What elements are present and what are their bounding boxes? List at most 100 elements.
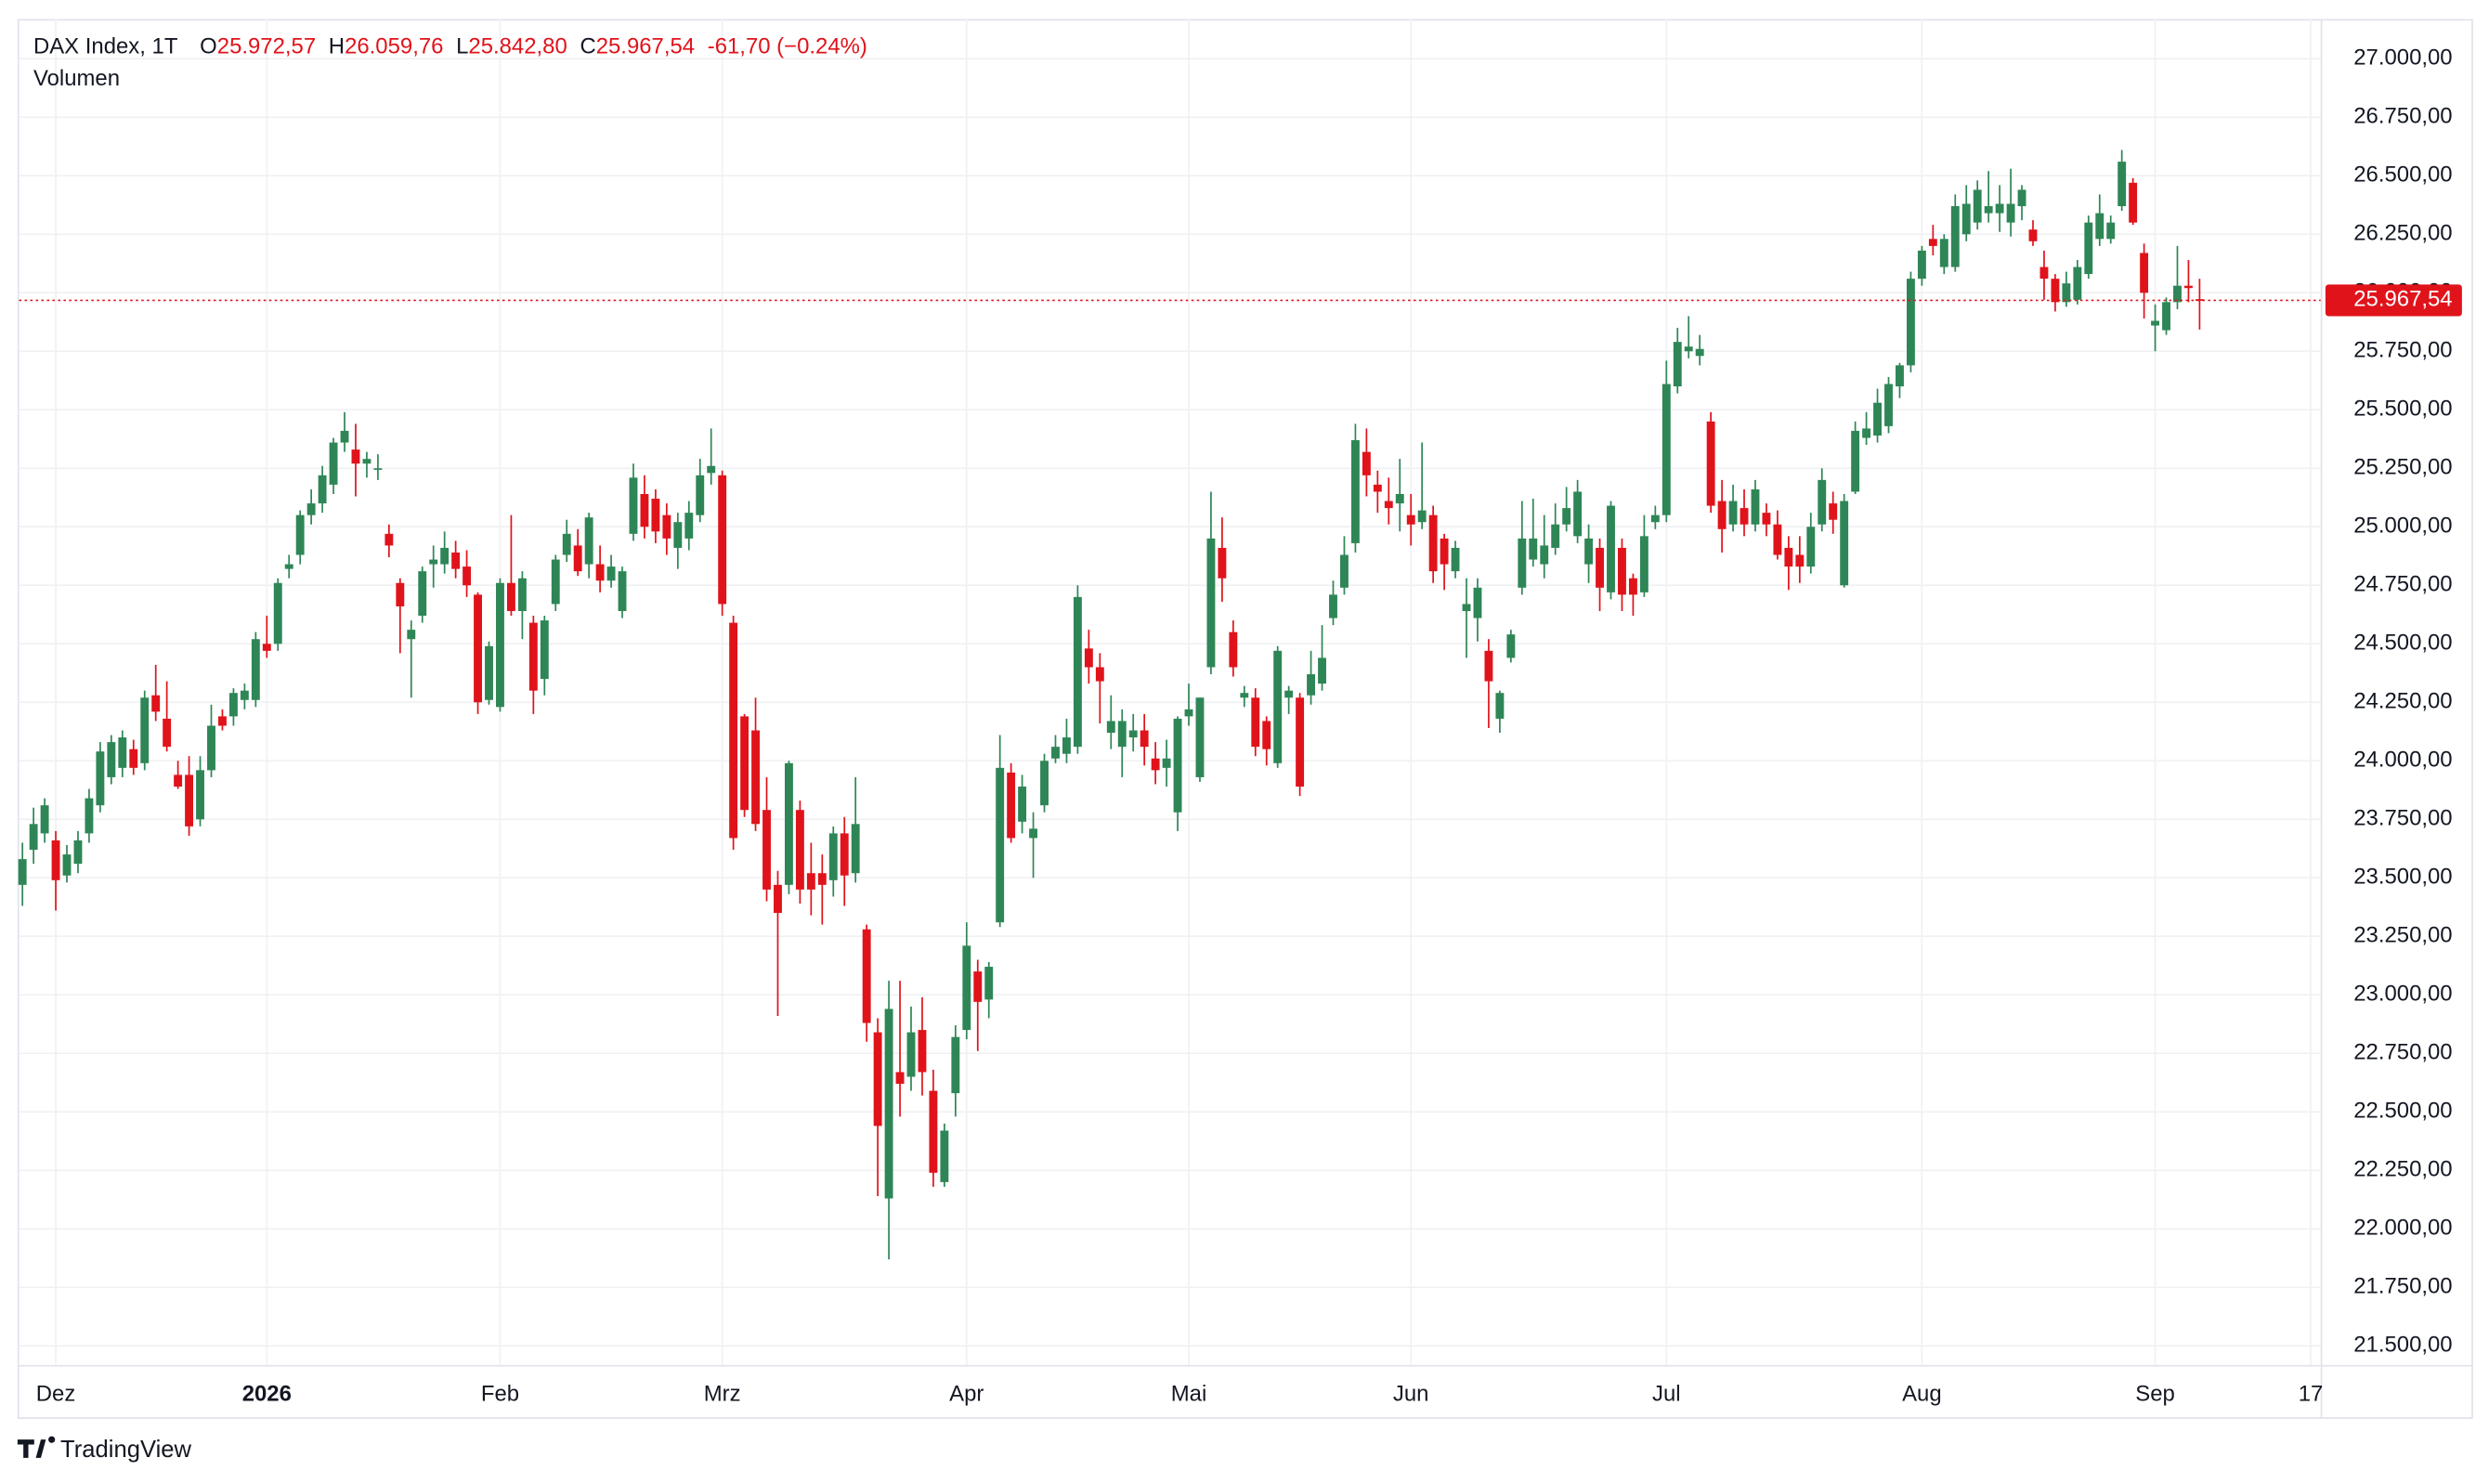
last-price-label: 25.967,54 xyxy=(2353,287,2452,312)
brand-logo xyxy=(17,1436,56,1458)
candle-body xyxy=(440,547,450,565)
candle-body xyxy=(207,725,215,771)
candle-body xyxy=(1462,604,1471,611)
candle-body xyxy=(562,533,571,555)
candle-body xyxy=(762,810,771,890)
candle-body xyxy=(1040,761,1049,806)
candle-body xyxy=(329,442,338,485)
candle-body xyxy=(295,514,305,555)
candle-body xyxy=(1662,384,1671,515)
candle-body xyxy=(1106,721,1115,734)
candle-body xyxy=(362,459,371,464)
y-tick-label: 22.000,00 xyxy=(2353,1216,2452,1241)
candle-body xyxy=(1862,428,1871,438)
candle-body xyxy=(40,805,49,834)
candle-body xyxy=(2039,267,2049,280)
candle-body xyxy=(218,716,227,726)
candle-body xyxy=(1784,547,1793,567)
candle-body xyxy=(1384,501,1393,509)
candle-body xyxy=(185,775,194,827)
y-tick-label: 23.750,00 xyxy=(2353,806,2452,831)
y-tick-label: 25.500,00 xyxy=(2353,397,2452,422)
candle-body xyxy=(940,1130,949,1182)
candle-body xyxy=(929,1090,938,1173)
candle-body xyxy=(463,566,472,586)
candle-body xyxy=(684,513,694,539)
candle-body xyxy=(1762,513,1771,525)
y-tick-label: 24.500,00 xyxy=(2353,631,2452,656)
candle-body xyxy=(1928,239,1937,246)
candle-body xyxy=(1151,758,1160,771)
candle-body xyxy=(795,810,804,890)
candle-body xyxy=(1639,536,1648,592)
candle-body xyxy=(129,749,138,768)
candle-body xyxy=(2151,320,2159,326)
candle-body xyxy=(1350,440,1360,543)
candle-body xyxy=(1062,737,1071,754)
candle-body xyxy=(1995,203,2004,214)
ohlc-value: 25.842,80 xyxy=(468,34,567,59)
y-tick-label: 26.250,00 xyxy=(2353,221,2452,246)
candle-body xyxy=(651,499,660,532)
candle-body xyxy=(1540,545,1549,565)
candle-body xyxy=(1340,554,1349,588)
candle-body xyxy=(1773,524,1782,555)
candle-body xyxy=(1473,587,1482,618)
candle-body xyxy=(1206,538,1216,668)
candle-body xyxy=(873,1032,882,1126)
candle-body xyxy=(451,552,461,569)
candle-body xyxy=(1984,206,1993,214)
candle-body xyxy=(1307,674,1316,696)
candle-body xyxy=(240,690,249,700)
candle-body xyxy=(1728,501,1738,525)
candles xyxy=(18,150,2204,1260)
candle-body xyxy=(1551,524,1560,548)
candle-body xyxy=(262,644,271,651)
candle-body xyxy=(1395,493,1404,504)
candle-body xyxy=(862,929,871,1023)
pane-frame xyxy=(17,19,2473,1419)
candle-body xyxy=(151,695,161,712)
candle-body xyxy=(1950,206,1960,267)
candle-body xyxy=(629,477,638,534)
y-tick-label: 24.750,00 xyxy=(2353,572,2452,597)
candle-body xyxy=(1628,578,1637,595)
candle-body xyxy=(707,465,716,474)
x-tick-label: Jul xyxy=(1652,1382,1681,1407)
candle-body xyxy=(984,967,994,1000)
y-tick-label: 23.500,00 xyxy=(2353,865,2452,890)
ohlc-value: 26.059,76 xyxy=(345,34,443,59)
candle-body xyxy=(1851,430,1860,492)
candle-body xyxy=(528,622,538,691)
candle-body xyxy=(318,475,327,504)
candle-body xyxy=(662,514,671,539)
y-tick-label: 22.250,00 xyxy=(2353,1157,2452,1182)
last-price-badge xyxy=(2325,284,2462,317)
candle-body xyxy=(1596,547,1604,588)
x-tick-label: 17 xyxy=(2299,1382,2324,1407)
candle-body xyxy=(884,1009,893,1199)
candle-body xyxy=(1618,547,1626,595)
candle-body xyxy=(573,545,582,572)
candle-body xyxy=(29,824,38,851)
candle-body xyxy=(1584,538,1594,565)
candle-body xyxy=(2118,162,2127,207)
y-tick-label: 22.750,00 xyxy=(2353,1040,2452,1065)
candle-body xyxy=(228,693,238,717)
candle-body xyxy=(1318,657,1326,684)
candle-body xyxy=(1051,747,1060,759)
y-tick-label: 25.250,00 xyxy=(2353,455,2452,480)
candle-body xyxy=(551,559,560,605)
candle-body xyxy=(1195,697,1205,777)
candle-body xyxy=(1840,501,1849,586)
candle-body xyxy=(1818,479,1827,525)
candle-body xyxy=(384,533,394,546)
candle-body xyxy=(1506,634,1516,658)
candle-body xyxy=(2073,267,2082,300)
candle-body xyxy=(2017,189,2026,207)
candle-body xyxy=(1751,488,1760,525)
candle-body xyxy=(996,767,1005,923)
ohlc-key: O xyxy=(200,34,217,59)
candle-body xyxy=(962,945,971,1031)
x-tick-label: Sep xyxy=(2135,1382,2175,1407)
